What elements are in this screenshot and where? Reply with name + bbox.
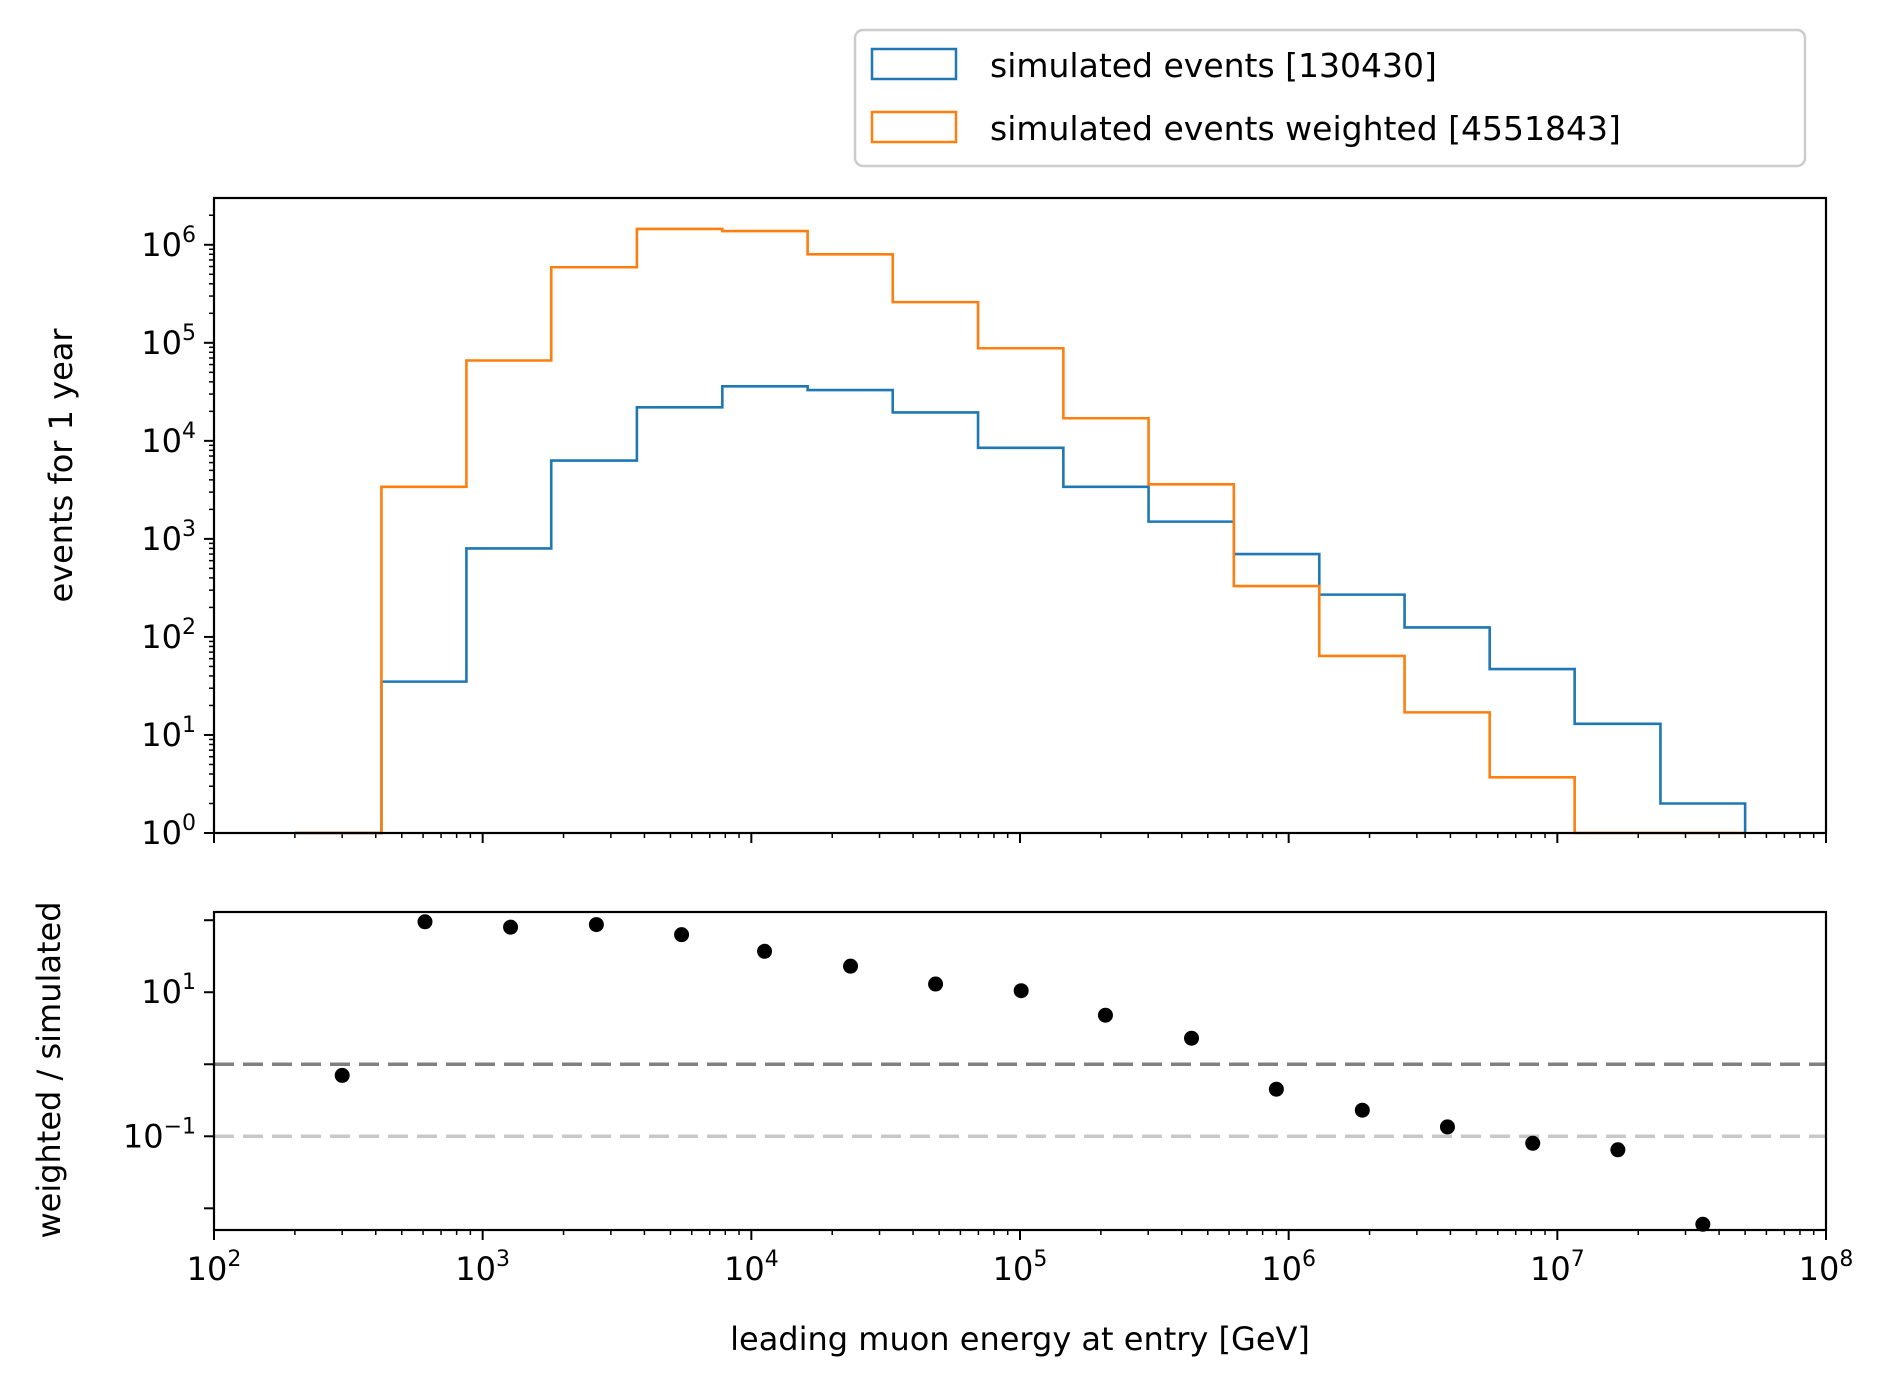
y-tick-label: 100 [141,811,196,852]
histogram-axes-frame [212,196,1828,835]
histogram-panel: 100 101 102 103 104 105 106 events for 1 year [42,196,1828,852]
ratio-point [334,1067,350,1083]
ratio-point [1354,1102,1370,1118]
ratio-points [334,914,1711,1232]
ratio-point [417,914,433,930]
y-tick-label: 101 [141,970,196,1011]
x-tick-label: 106 [1261,1247,1316,1288]
legend-label-simulated: simulated events [130430] [990,46,1437,85]
y-tick-label: 104 [141,419,196,460]
ratio-reference-lines [214,1062,1826,1139]
ratio-point [1268,1081,1284,1097]
histogram-series [294,227,1747,835]
ratio-point [757,943,773,959]
x-tick-label: 104 [724,1247,779,1288]
y-tick-label: 103 [141,517,196,558]
ratio-point [1439,1119,1455,1135]
x-tick-label: 108 [1799,1247,1854,1288]
ratio-point [1525,1135,1541,1151]
y-tick-label: 106 [141,223,196,264]
histogram-y-tick-labels: 100 101 102 103 104 105 106 [141,223,196,852]
legend-swatch-simulated [870,47,958,81]
ratio-point [674,927,690,943]
x-tick-labels: 102 103 104 105 106 107 108 [187,1247,1854,1288]
ratio-y-tick-labels: 10−1 101 [123,970,196,1155]
x-tick-label: 107 [1530,1247,1585,1288]
legend: simulated events [130430] simulated even… [853,28,1807,168]
legend-frame [853,28,1807,168]
ratio-point [503,919,519,935]
ratio-point [1097,1007,1113,1023]
y-axis-label-events: events for 1 year [42,328,80,603]
y-tick-label: 105 [141,321,196,362]
y-tick-label: 101 [141,713,196,754]
y-tick-label: 10−1 [123,1114,196,1155]
histogram-series-0 [294,385,1747,835]
ratio-point [1184,1030,1200,1046]
legend-label-weighted: simulated events weighted [4551843] [990,109,1621,148]
y-axis-label-ratio: weighted / simulated [30,901,68,1238]
ratio-point [843,958,859,974]
ratio-point [588,917,604,933]
ratio-point [1695,1216,1711,1232]
x-tick-label: 105 [993,1247,1048,1288]
ratio-point [1610,1142,1626,1158]
ratio-point [1013,983,1029,999]
ratio-panel: 10−1 101 102 103 104 105 106 107 108 weighted /… [30,901,1853,1358]
ratio-axes-frame [212,910,1828,1232]
ratio-point [928,976,944,992]
x-tick-label: 102 [187,1247,242,1288]
histogram-series-1 [294,227,1746,835]
legend-swatch-weighted [870,110,958,144]
x-axis-label: leading muon energy at entry [GeV] [730,1320,1310,1358]
y-tick-label: 102 [141,615,196,656]
x-tick-label: 103 [455,1247,510,1288]
